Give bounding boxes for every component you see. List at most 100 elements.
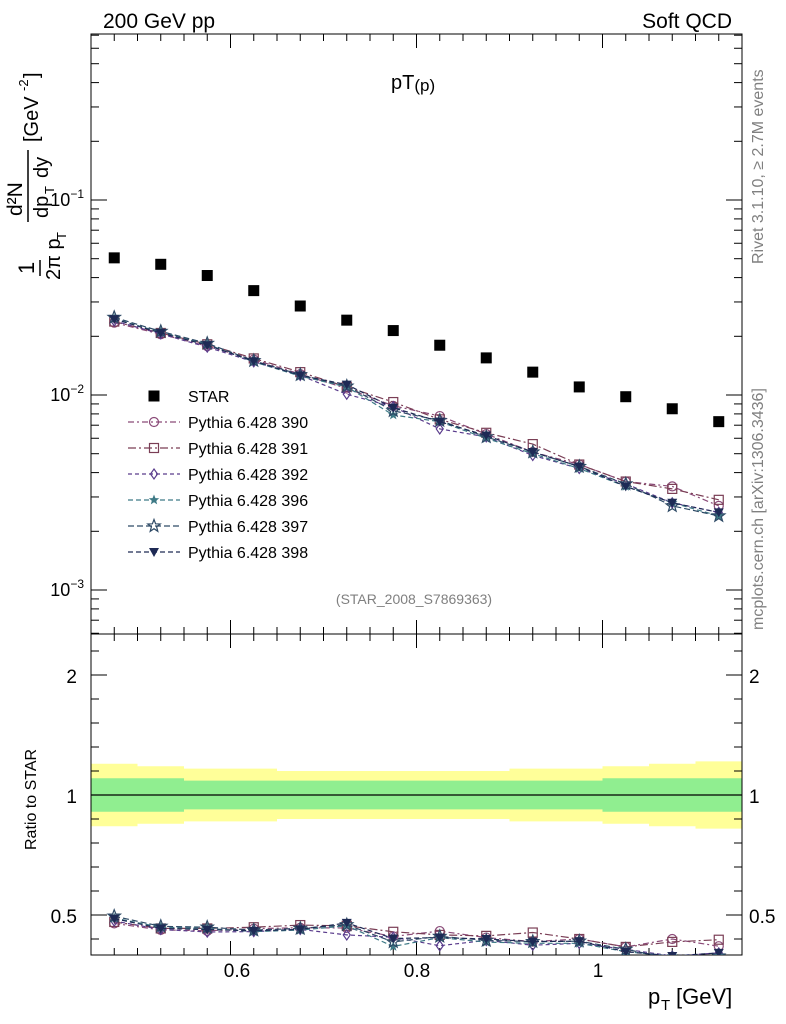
svg-text:-2: -2 [16,79,31,91]
legend-marker [146,517,162,533]
series-pythia-6-428-398 [109,315,724,518]
energy-label: 200 GeV pp [103,10,215,33]
legend-entry: STAR [148,389,229,406]
ratio-point [713,934,724,945]
axis-ticks [90,34,743,955]
legend-marker [148,416,160,428]
data-point [342,388,351,401]
x-tick-label-1: 1 [593,961,604,982]
svg-text:[GeV]: [GeV] [676,984,732,1009]
data-point [666,403,678,415]
ratio-tick-label-1-right: 1 [749,787,760,808]
legend-label: STAR [188,389,229,406]
x-tick-labels: 0.6 0.8 1 [224,961,604,982]
data-point [294,300,306,312]
ratio-line [114,922,719,948]
svg-text:T: T [42,186,57,194]
legend-marker [149,548,159,557]
data-point [713,416,725,428]
y-tick-label-0.001: 10−3 [50,577,84,600]
ratio-point [109,914,120,924]
data-point [155,328,166,338]
data-point [573,381,585,393]
data-point [620,391,632,403]
svg-text:d²N: d²N [4,182,27,216]
legend-entry: Pythia 6.428 392 [128,467,308,484]
data-point [434,339,446,351]
ratio-line [114,917,669,955]
mcplots-credit-label: mcplots.cern.ch [arXiv:1306.3436] [750,388,767,630]
data-point [710,507,727,523]
svg-text:2π p: 2π p [43,238,65,280]
data-point [248,285,260,297]
ratio-point [341,918,352,928]
legend-label: Pythia 6.428 392 [188,467,308,484]
ratio-point [667,952,678,955]
svg-text:T: T [661,997,670,1014]
main-y-axis-label: 1 2π p T d²N dp T dy [GeV -2 ] [4,72,69,280]
main-panel-frame [90,33,743,635]
ratio-point [202,925,213,935]
ratio-series-pythia-6-428-397 [106,908,727,955]
ratio-point [667,936,678,947]
ratio-point [527,937,538,947]
main-series [106,252,727,523]
ratio-point [620,947,631,955]
data-point [480,352,492,364]
ratio-tick-label-2-right: 2 [749,667,760,688]
ratio-tick-label-1: 1 [66,787,77,808]
ratio-point [435,939,444,952]
process-label: Soft QCD [642,10,732,33]
ratio-point [713,948,724,955]
ratio-point [155,924,166,934]
svg-text:dy: dy [31,157,53,178]
ratio-tick-label-0.5: 0.5 [51,907,77,928]
ratio-point [710,947,727,955]
ratio-line [114,918,719,955]
ratio-uncertainty-bands [91,761,742,829]
plot-title: pT(p) [391,72,435,95]
ratio-series-pythia-6-428-398 [109,914,724,955]
ratio-line [114,915,658,955]
data-point [620,482,631,492]
data-point [109,315,120,325]
legend-label: Pythia 6.428 391 [188,441,308,458]
data-point [713,494,724,505]
legend-entry: Pythia 6.428 391 [128,441,308,458]
ratio-point [388,940,399,951]
x-tick-label-0.8: 0.8 [404,961,430,982]
data-point [155,258,167,270]
legend-marker [149,467,159,481]
svg-text:T: T [54,232,69,240]
svg-text:1: 1 [14,262,39,274]
data-point [202,341,213,351]
ratio-point [342,928,351,941]
series-star [108,252,725,428]
legend-entry: Pythia 6.428 397 [128,517,308,536]
y-tick-label-0.01: 10−2 [50,382,84,405]
legend-marker [148,442,160,454]
data-point [713,508,724,518]
data-point [201,270,213,282]
data-point [667,483,678,494]
legend-label: Pythia 6.428 397 [188,519,308,536]
svg-text:]: ] [21,72,43,78]
data-point [667,498,678,508]
ratio-point [248,926,259,936]
ratio-point [385,933,402,949]
data-point [527,366,539,378]
data-point [574,462,585,472]
series-line [114,316,719,517]
y-tick-label-0.1: 10−1 [50,187,84,210]
ratio-tick-label-2: 2 [66,667,77,688]
ratio-series [106,908,727,955]
data-point [434,417,445,427]
x-axis-label: p T [GeV] [648,984,732,1014]
data-point [388,409,399,420]
legend-entry: Pythia 6.428 390 [128,415,308,432]
ratio-point [388,934,399,944]
data-point [108,252,120,264]
x-tick-label-0.6: 0.6 [224,961,250,982]
ratio-point [527,927,538,938]
